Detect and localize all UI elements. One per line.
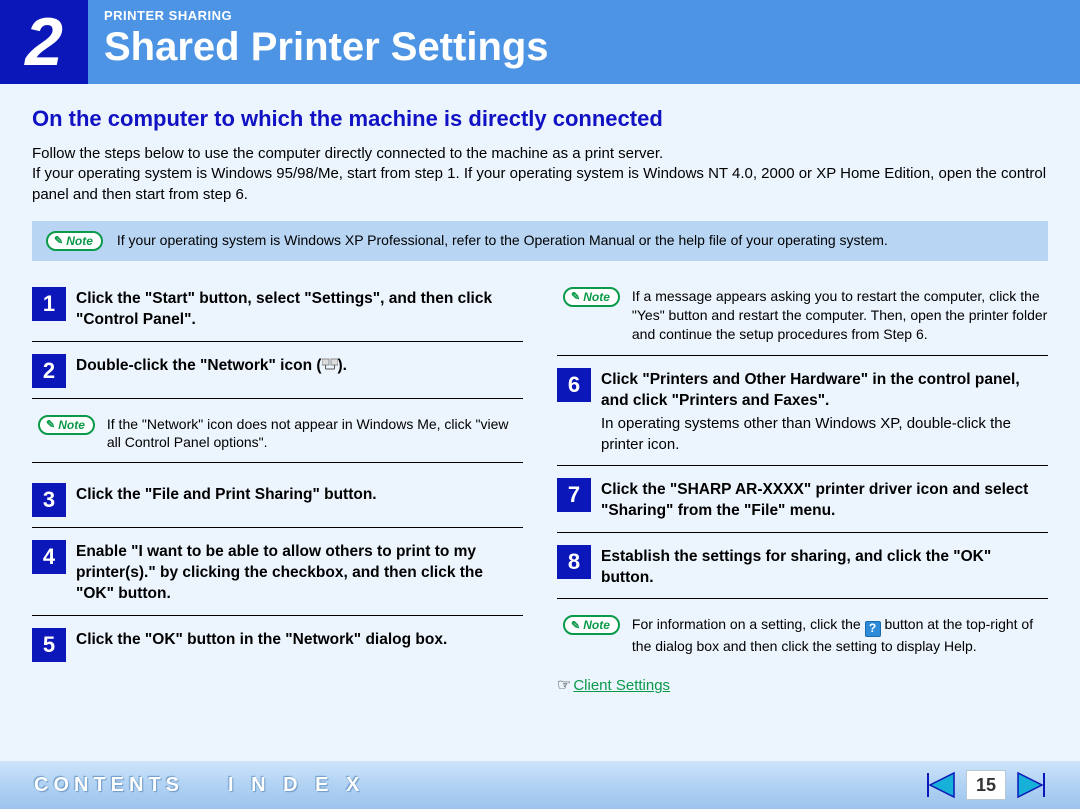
step-number: 1 <box>32 287 66 321</box>
contents-link[interactable]: CONTENTS <box>34 774 184 797</box>
step-8: 8 Establish the settings for sharing, an… <box>557 545 1048 600</box>
header-kicker: PRINTER SHARING <box>104 8 549 23</box>
step-number: 7 <box>557 478 591 512</box>
note-badge: Note <box>46 231 103 251</box>
note-text-pre: For information on a setting, click the <box>632 616 865 632</box>
step-number: 4 <box>32 540 66 574</box>
chapter-header: 2 PRINTER SHARING Shared Printer Setting… <box>0 0 1080 84</box>
step-title: Click the "OK" button in the "Network" d… <box>76 628 447 651</box>
step-7: 7 Click the "SHARP AR-XXXX" printer driv… <box>557 478 1048 533</box>
step-title: Enable "I want to be able to allow other… <box>76 540 523 605</box>
step-title: Click the "SHARP AR-XXXX" printer driver… <box>601 478 1048 522</box>
step-2: 2 Double-click the "Network" icon (). <box>32 354 523 399</box>
step-title: Double-click the "Network" icon (). <box>76 354 347 377</box>
network-icon <box>322 358 338 372</box>
intro-paragraph: Follow the steps below to use the comput… <box>32 144 1048 205</box>
note-text: If the "Network" icon does not appear in… <box>107 415 523 453</box>
client-settings-link[interactable]: Client Settings <box>573 677 670 694</box>
next-page-arrow[interactable] <box>1016 771 1046 799</box>
page-title: Shared Printer Settings <box>104 25 549 70</box>
right-top-note: Note If a message appears asking you to … <box>557 283 1048 357</box>
top-note-text: If your operating system is Windows XP P… <box>117 231 888 250</box>
client-settings-link-row: ☞Client Settings <box>557 675 1048 695</box>
step-title: Establish the settings for sharing, and … <box>601 545 1048 589</box>
step-subtitle: In operating systems other than Windows … <box>601 414 1048 455</box>
note-badge: Note <box>38 415 95 435</box>
step-number: 2 <box>32 354 66 388</box>
note-badge: Note <box>563 287 620 307</box>
step-number: 6 <box>557 368 591 402</box>
note-badge: Note <box>563 615 620 635</box>
step-3: 3 Click the "File and Print Sharing" but… <box>32 483 523 528</box>
step-number: 3 <box>32 483 66 517</box>
help-icon: ? <box>865 621 881 637</box>
header-text-block: PRINTER SHARING Shared Printer Settings <box>88 0 549 84</box>
step-6: 6 Click "Printers and Other Hardware" in… <box>557 368 1048 465</box>
step-title: Click "Printers and Other Hardware" in t… <box>601 368 1048 412</box>
step-5: 5 Click the "OK" button in the "Network"… <box>32 628 523 672</box>
step-title: Click the "File and Print Sharing" butto… <box>76 483 377 506</box>
section-heading: On the computer to which the machine is … <box>32 106 1048 132</box>
footer-nav-bar: CONTENTS I N D E X 15 <box>0 761 1080 809</box>
prev-page-arrow[interactable] <box>926 771 956 799</box>
step-1: 1 Click the "Start" button, select "Sett… <box>32 287 523 342</box>
step-title-pre: Double-click the "Network" icon ( <box>76 357 322 374</box>
step-number: 5 <box>32 628 66 662</box>
note-badge-label: Note <box>583 618 610 632</box>
left-column: 1 Click the "Start" button, select "Sett… <box>32 287 523 696</box>
note-text: For information on a setting, click the … <box>632 615 1048 655</box>
index-link[interactable]: I N D E X <box>228 774 365 797</box>
note-badge-label: Note <box>583 290 610 304</box>
body-content: On the computer to which the machine is … <box>0 84 1080 695</box>
two-column-layout: 1 Click the "Start" button, select "Sett… <box>32 287 1048 696</box>
step-number: 8 <box>557 545 591 579</box>
top-note-bar: Note If your operating system is Windows… <box>32 221 1048 261</box>
step-title-post: ). <box>338 357 347 374</box>
note-badge-label: Note <box>58 418 85 432</box>
pointer-icon: ☞ <box>557 677 571 694</box>
right-column: Note If a message appears asking you to … <box>557 287 1048 696</box>
page-nav-cluster: 15 <box>926 770 1046 800</box>
right-bottom-note: Note For information on a setting, click… <box>557 611 1048 661</box>
note-after-step-2: Note If the "Network" icon does not appe… <box>32 411 523 464</box>
step-4: 4 Enable "I want to be able to allow oth… <box>32 540 523 616</box>
note-badge-label: Note <box>66 234 93 248</box>
step-title: Click the "Start" button, select "Settin… <box>76 287 523 331</box>
chapter-number-badge: 2 <box>0 0 88 84</box>
page-number: 15 <box>966 770 1006 800</box>
note-text: If a message appears asking you to resta… <box>632 287 1048 344</box>
